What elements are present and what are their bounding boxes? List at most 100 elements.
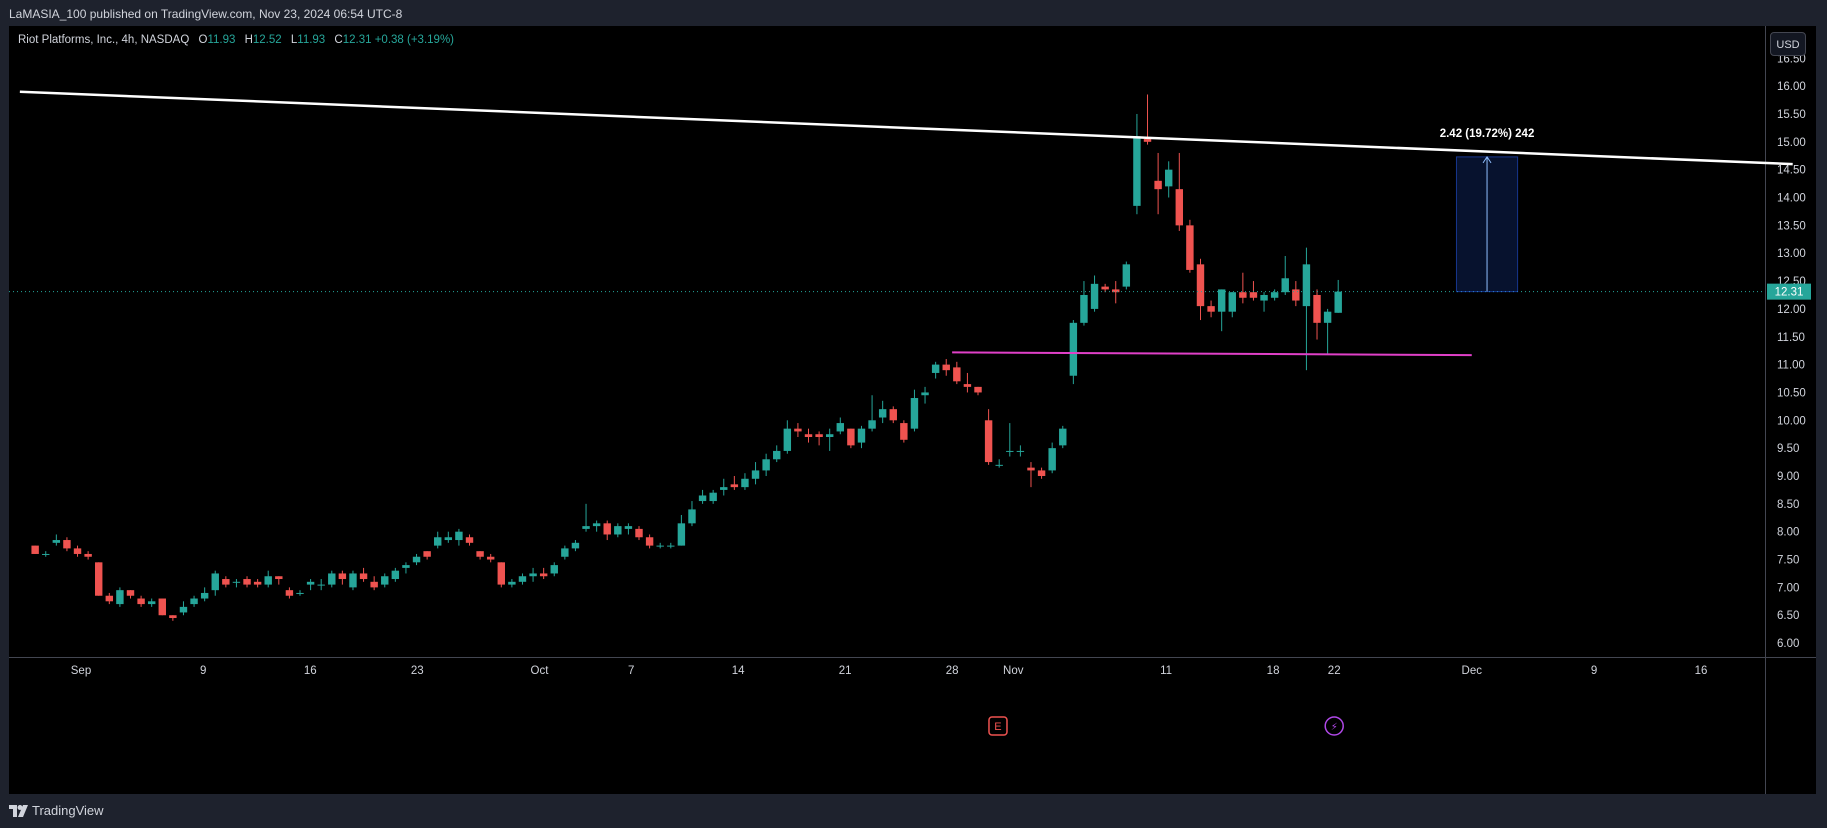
candle-body [402,565,410,568]
close-label: C [334,34,343,46]
tradingview-brand: TradingView [32,803,104,818]
candle-body [317,584,325,586]
candle-body [1090,283,1099,309]
candle-body [1016,450,1025,452]
candle-body [931,364,940,373]
candle-body [1249,292,1258,298]
time-tick-label: Dec [1462,665,1483,677]
price-tick-label: 12.00 [1777,304,1806,316]
price-tick-label: 9.50 [1777,443,1799,455]
candle-body [804,434,813,438]
candle-body [751,470,760,479]
change-value: +0.38 (+3.19%) [374,34,454,46]
candle-body [105,595,114,602]
time-tick-label: Nov [1003,665,1024,677]
candle-body [815,434,823,438]
symbol-name: Riot Platforms, Inc., 4h, NASDAQ [18,34,190,46]
candle-body [84,553,92,557]
candle-body [486,556,495,560]
currency-button[interactable]: USD [1770,32,1806,56]
price-tick-label: 16.50 [1777,53,1806,65]
candle-body [836,423,844,432]
candle-body [868,420,876,429]
candle-body [42,553,50,555]
candle-body [508,581,516,585]
time-tick-label: 28 [946,665,959,677]
low-value: 11.93 [297,34,326,46]
candle-body [900,423,908,440]
candle-body [52,540,61,543]
candle-body [296,592,304,594]
candle-body [275,576,283,580]
candle-body [889,409,897,421]
price-tick-label: 10.50 [1777,387,1806,399]
candle-body [942,364,950,371]
price-tick-label: 15.00 [1777,137,1806,149]
candle-body [1313,294,1321,323]
candle-body [571,542,580,549]
price-tick-label: 10.00 [1777,415,1806,427]
candle-body [614,526,622,535]
candle-body [434,537,442,546]
price-tick-label: 11.00 [1777,360,1805,372]
candle-body [328,573,336,585]
footer-bar [0,794,1827,828]
candle-body [1186,225,1194,270]
chart-area[interactable]: 16.50 16.00 15.50 15.00 14.50 14.00 13.50 13.00… [9,26,1816,794]
time-tick-label: 9 [1591,665,1597,677]
time-tick-label: 21 [839,665,852,677]
time-tick-label: 23 [411,665,424,677]
candle-body [306,581,315,585]
candle-body [370,581,378,588]
symbol-legend: Riot Platforms, Inc., 4h, NASDAQ O11.93 … [18,34,454,46]
candle-body [953,367,961,382]
price-tick-label: 14.00 [1777,193,1806,205]
price-tick-label: 13.50 [1777,220,1806,232]
candle-body [1292,289,1300,301]
candle-body [179,606,188,613]
candle-body [1101,286,1109,290]
candle-body [1037,470,1046,476]
candle-body [857,428,866,443]
tradingview-logo-icon [9,805,28,817]
last-price-badge [1767,283,1811,300]
earnings-marker-label: E [994,721,1001,733]
candle-body [63,540,71,549]
price-tick-label: 8.00 [1777,527,1799,539]
candle-body [1112,289,1120,293]
candle-body [190,598,198,605]
candlestick-chart[interactable]: 16.50 16.00 15.50 15.00 14.50 14.00 13.50 13.00… [9,26,1816,794]
candle-body [1239,292,1247,298]
candle-body [1281,278,1289,293]
low-label: L [290,34,298,46]
candle-body [200,592,209,599]
candle-body [1302,264,1311,307]
candle-body [698,495,707,502]
candle-body [878,409,887,418]
candle-body [667,545,675,547]
candle-body [847,428,855,446]
candle-body [1122,264,1131,287]
candle-body [592,523,601,527]
time-tick-label: 11 [1160,665,1172,677]
candle-body [1154,180,1162,190]
candle-body [412,556,421,563]
candle-body [529,573,537,577]
candle-body [730,484,739,488]
candle-body [1175,189,1184,226]
candle-body [1027,467,1035,471]
candle-body [624,526,633,529]
candle-body [1323,311,1332,323]
candle-body [720,487,728,490]
candle-body [73,548,82,554]
candle-body [1260,294,1268,301]
candle-body [910,398,919,429]
candle-body [285,590,294,596]
candle-body [1228,292,1236,312]
candle-body [963,384,972,387]
candle-body [465,537,474,543]
publish-header: LaMASIA_100 published on TradingView.com… [0,0,1827,26]
price-tick-label: 13.00 [1777,248,1806,260]
candle-body [995,464,1003,466]
candle-body [222,579,230,585]
